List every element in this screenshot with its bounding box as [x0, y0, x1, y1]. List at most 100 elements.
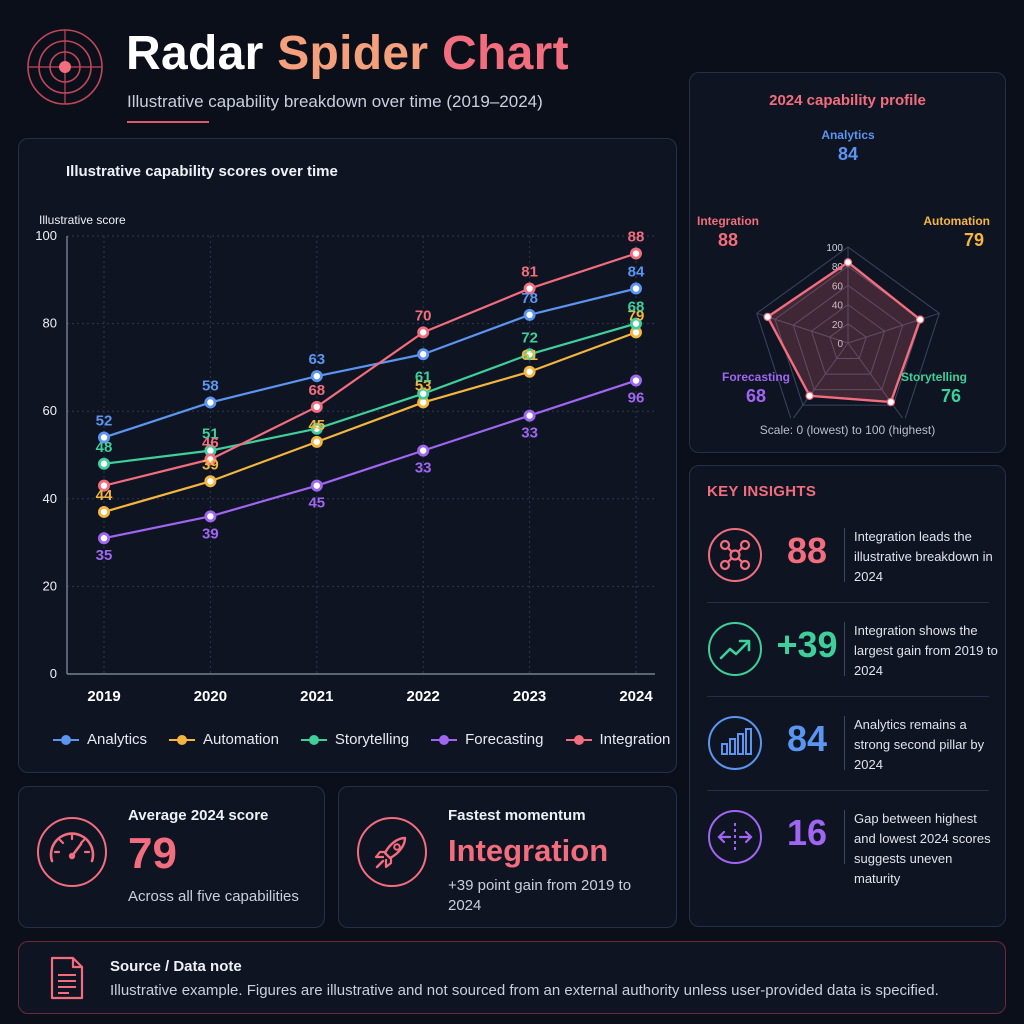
line-chart-title: Illustrative capability scores over time — [66, 163, 338, 180]
legend-item: Analytics — [53, 731, 147, 748]
radar-spoke — [792, 342, 849, 418]
insight-separator — [844, 622, 845, 676]
series-line-storytelling — [103, 322, 637, 465]
insight-row: 84 Analytics remains a strong second pil… — [690, 698, 1005, 792]
insight-divider — [707, 696, 989, 697]
radar-point — [843, 258, 853, 267]
legend-label: Storytelling — [334, 731, 410, 748]
data-label: 46 — [202, 434, 219, 451]
line-chart-panel: Illustrative capability scores over time… — [18, 138, 677, 773]
radar-point — [763, 312, 772, 322]
data-label: 48 — [96, 439, 113, 456]
radar-scale-tick: 40 — [832, 301, 844, 312]
radar-chart: 0 20 40 60 80 100 Analytics 84 Automation 79 Story… — [697, 128, 990, 418]
data-label: 45 — [308, 417, 325, 434]
data-point — [310, 435, 323, 448]
data-point — [204, 453, 217, 466]
x-tick-label: 2021 — [300, 688, 333, 705]
series-line-automation — [103, 331, 637, 513]
bar-chart-icon — [708, 716, 762, 770]
radar-axis-value: 88 — [718, 230, 738, 250]
radar-point — [886, 397, 896, 407]
network-nodes-icon — [708, 528, 762, 582]
line-chart-legend: Analytics Automation Storytelling Forecasti… — [53, 731, 692, 748]
insight-value: 84 — [786, 718, 828, 759]
radar-axis-label: Automation — [923, 214, 990, 228]
y-tick-label: 40 — [43, 491, 57, 506]
x-tick-label: 2024 — [619, 688, 653, 705]
insight-separator — [844, 716, 845, 770]
insight-divider — [707, 602, 989, 603]
data-point — [523, 282, 536, 295]
data-point — [310, 422, 323, 435]
average-score-value: 79 — [128, 829, 177, 878]
data-point — [204, 396, 217, 409]
data-label: 61 — [415, 369, 432, 386]
data-point — [310, 400, 323, 413]
radar-axis-value: 68 — [746, 386, 766, 406]
data-point — [417, 348, 430, 361]
data-point — [630, 317, 643, 330]
legend-marker — [565, 734, 592, 746]
insight-row: 16 Gap between highest and lowest 2024 s… — [690, 792, 1005, 886]
data-point — [310, 479, 323, 492]
x-tick-label: 2020 — [194, 688, 227, 705]
data-label: 33 — [415, 460, 432, 477]
radar-axis-value: 79 — [964, 230, 984, 250]
insight-text: Integration leads the illustrative break… — [854, 529, 993, 584]
y-tick-label: 80 — [43, 316, 57, 331]
radar-axis-value: 84 — [838, 144, 858, 164]
data-point — [523, 365, 536, 378]
legend-label: Analytics — [87, 731, 148, 748]
series-line-analytics — [103, 287, 637, 439]
page-title: Radar Spider Chart — [126, 26, 569, 81]
data-label: 72 — [521, 329, 538, 346]
data-label: 39 — [202, 525, 219, 542]
data-point — [523, 348, 536, 361]
legend-item: Automation — [169, 731, 279, 748]
x-tick-label: 2023 — [513, 688, 546, 705]
insight-value: 16 — [786, 812, 828, 853]
insight-row: 88 Integration leads the illustrative br… — [690, 510, 1005, 604]
source-title: Source / Data note — [110, 958, 242, 975]
data-label: 53 — [415, 377, 432, 394]
y-tick-label: 0 — [50, 666, 57, 681]
radar-target-icon — [27, 29, 103, 105]
series-line-forecasting — [103, 379, 637, 540]
data-point — [630, 247, 643, 260]
average-score-label: Average 2024 score — [128, 807, 269, 824]
data-point — [417, 387, 430, 400]
legend-marker — [300, 734, 327, 746]
data-label: 96 — [628, 390, 645, 407]
insight-text: Gap between highest and lowest 2024 scor… — [854, 811, 991, 886]
insight-row: +39 Integration shows the largest gain f… — [690, 604, 1005, 698]
data-point — [98, 505, 111, 518]
data-label: 79 — [628, 307, 645, 324]
series-line-integration — [103, 252, 637, 487]
y-tick-label: 60 — [43, 403, 57, 418]
legend-label: Forecasting — [465, 731, 544, 748]
radar-panel: 2024 capability profile 0 20 40 60 80 100 Anal… — [689, 72, 1006, 453]
data-label: 58 — [202, 377, 219, 394]
radar-title: 2024 capability profile — [769, 92, 926, 109]
data-label: 52 — [96, 412, 113, 429]
average-score-subtext: Across all five capabilities — [128, 888, 299, 905]
title-word-3: Chart — [442, 27, 569, 80]
gauge-icon — [37, 817, 107, 887]
y-tick-label: 20 — [43, 578, 57, 593]
x-tick-label: 2022 — [407, 688, 440, 705]
insight-value: 88 — [786, 530, 828, 571]
data-point — [523, 308, 536, 321]
radar-scale-tick: 60 — [832, 281, 844, 292]
data-label: 35 — [96, 547, 113, 564]
data-point — [204, 510, 217, 523]
radar-axis-label: Analytics — [821, 128, 875, 142]
data-point — [630, 374, 643, 387]
data-point — [523, 409, 536, 422]
key-insights-panel: KEY INSIGHTS 88 Integration leads the il… — [689, 465, 1006, 927]
insight-divider — [707, 790, 989, 791]
data-label: 84 — [628, 264, 645, 281]
data-label: 68 — [628, 299, 645, 316]
data-label: 44 — [96, 487, 113, 504]
data-point — [98, 532, 111, 545]
